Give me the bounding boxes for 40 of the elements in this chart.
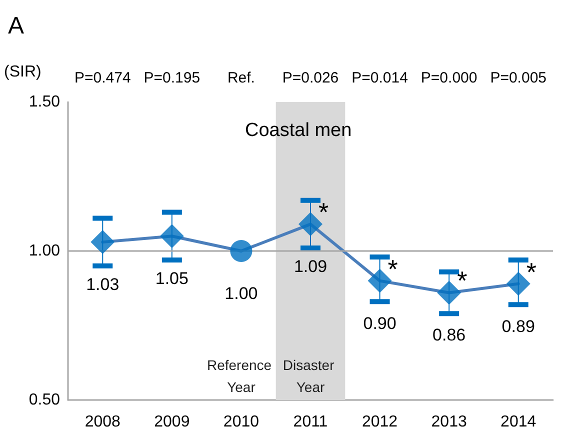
point <box>90 230 115 254</box>
x-tick-label: 2013 <box>431 414 467 430</box>
x-tick-label: 2012 <box>362 414 398 430</box>
y-axis-title: (SIR) <box>4 64 42 80</box>
data-label: 1.05 <box>155 269 188 288</box>
annotation: * <box>457 266 468 296</box>
data-label: 1.03 <box>86 275 120 294</box>
point <box>506 272 530 296</box>
text: P=0.014 <box>352 70 408 86</box>
point <box>160 224 184 248</box>
text: P=0.005 <box>490 70 547 86</box>
point <box>230 240 252 262</box>
point <box>437 280 462 305</box>
x-tick-label: 2010 <box>223 414 260 430</box>
y-tick-label: 0.50 <box>28 392 60 408</box>
annotation: Reference Year <box>206 357 276 395</box>
text: A <box>8 12 24 40</box>
text: P=0.026 <box>282 70 339 86</box>
point <box>368 268 392 293</box>
text: Coastal men <box>245 120 352 141</box>
band-label: Disaster Year <box>282 357 338 395</box>
text: P=0.474 <box>74 70 131 86</box>
text: P=0.000 <box>420 70 478 86</box>
y-tick-label: 1.00 <box>28 242 60 260</box>
text: Ref. <box>227 70 255 86</box>
x-tick-label: 2009 <box>154 414 190 430</box>
data-label: 0.86 <box>432 326 466 345</box>
text: P=0.195 <box>144 70 200 86</box>
x-tick-label: 2014 <box>500 414 536 430</box>
annotation: * <box>318 197 329 228</box>
annotation: * <box>388 254 398 284</box>
point <box>298 212 322 236</box>
data-label: 0.89 <box>502 316 535 336</box>
y-tick-label: 1.50 <box>28 94 60 110</box>
x-tick-label: 2008 <box>84 414 121 430</box>
annotation: * <box>526 256 536 287</box>
data-label: 1.00 <box>224 284 258 303</box>
data-label: 0.90 <box>363 314 396 333</box>
x-tick-label: 2011 <box>293 414 328 430</box>
data-label: 1.09 <box>294 257 328 276</box>
